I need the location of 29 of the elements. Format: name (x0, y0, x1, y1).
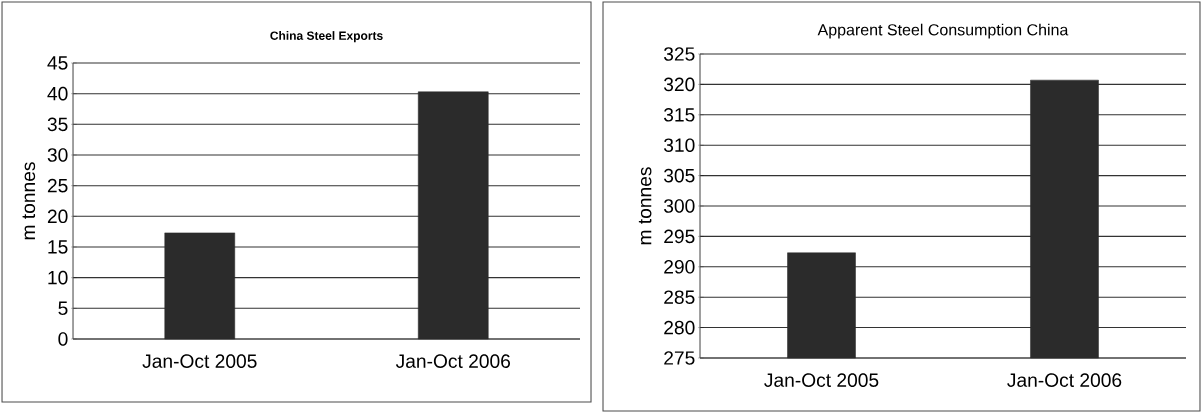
y-tick-label: 310 (663, 138, 695, 152)
chart-title: Apparent Steel Consumption China (817, 23, 1069, 39)
y-tick-label: 5 (58, 301, 68, 316)
y-tick-label: 30 (47, 148, 68, 162)
x-tick-label: Jan-Oct 2005 (142, 354, 257, 368)
y-tick-label: 25 (47, 178, 68, 193)
x-tick-label: Jan-Oct 2006 (395, 354, 511, 368)
y-axis-title: m tonnes (22, 162, 36, 240)
y-tick-label: 15 (48, 240, 68, 254)
y-tick-label: 315 (663, 108, 695, 122)
y-tick-label: 305 (663, 168, 695, 183)
y-tick-label: 10 (48, 270, 68, 285)
y-tick-label: 300 (663, 199, 695, 213)
y-tick-label: 320 (663, 77, 695, 92)
y-tick-label: 280 (664, 320, 695, 335)
y-tick-label: 275 (664, 351, 695, 365)
y-tick-label: 20 (47, 209, 68, 224)
y-tick-label: 45 (47, 56, 68, 70)
chart-title: China Steel Exports (270, 31, 383, 43)
y-axis-title: m tonnes (638, 167, 652, 245)
y-tick-label: 40 (47, 86, 68, 101)
y-tick-label: 35 (47, 117, 68, 132)
y-tick-label: 295 (664, 229, 695, 244)
y-tick-label: 325 (663, 47, 695, 61)
x-tick-label: Jan-Oct 2005 (764, 373, 879, 387)
y-tick-label: 290 (664, 259, 695, 274)
x-tick-label: Jan-Oct 2006 (1007, 373, 1122, 387)
y-tick-label: 0 (58, 332, 68, 346)
y-tick-label: 285 (664, 290, 695, 304)
